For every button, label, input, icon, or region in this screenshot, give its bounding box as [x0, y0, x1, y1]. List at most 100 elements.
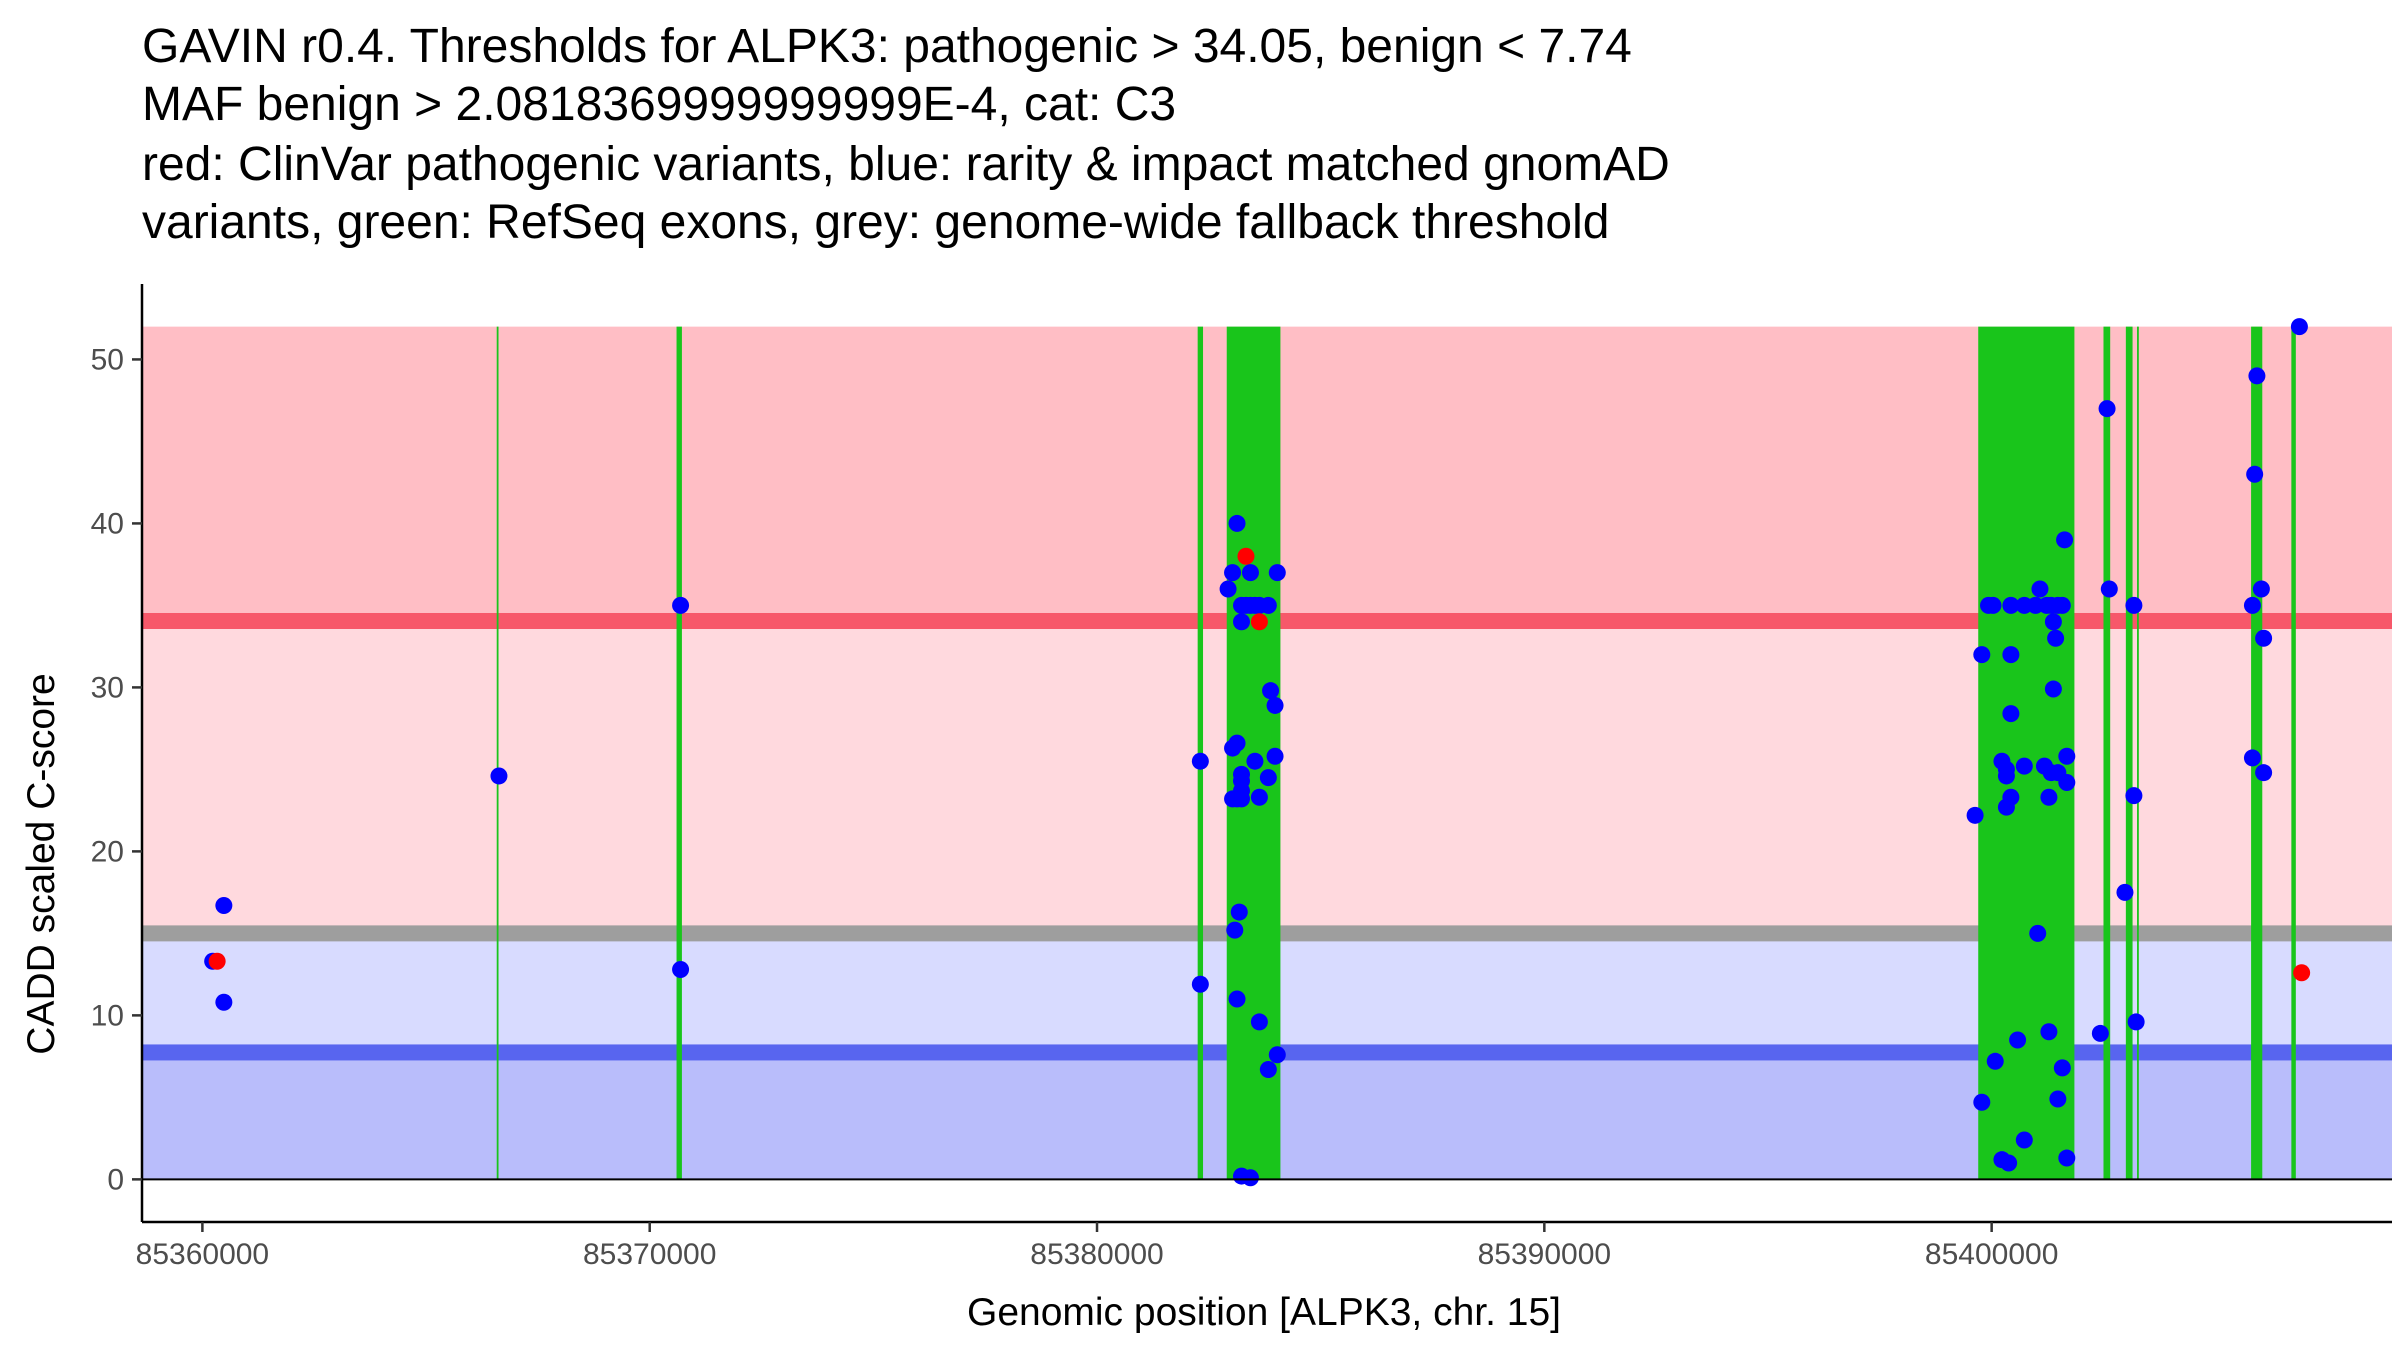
gnomad-point-12: [1228, 734, 1246, 752]
gnomad-point-18: [1233, 790, 1251, 808]
chart-title: GAVIN r0.4. Thresholds for ALPK3: pathog…: [142, 20, 1670, 249]
title-line-3: red: ClinVar pathogenic variants, blue: …: [142, 138, 1670, 191]
gnomad-point-66: [2053, 596, 2071, 614]
y-tick-label-30: 30: [91, 671, 124, 704]
gnomad-point-20: [1230, 903, 1248, 921]
gnomad-point-43: [1973, 646, 1991, 664]
title-line-4: variants, green: RefSeq exons, grey: gen…: [142, 196, 1609, 249]
gnomad-point-38: [1250, 788, 1268, 806]
gnomad-point-77: [2053, 1059, 2071, 1077]
gnomad-point-40: [1259, 1060, 1277, 1078]
gnomad-point-69: [2056, 531, 2074, 549]
gnomad-point-67: [2044, 613, 2062, 631]
y-axis-title: CADD scaled C-score: [20, 673, 63, 1054]
gnomad-point-88: [2125, 787, 2143, 805]
gnomad-point-91: [2248, 367, 2266, 385]
exon-4: [1978, 326, 2075, 1180]
gnomad-point-81: [2000, 1154, 2018, 1172]
gnomad-point-5: [672, 960, 690, 978]
gnomad-point-79: [2015, 1131, 2033, 1149]
gnomad-point-35: [1246, 752, 1264, 770]
clinvar-point-2: [1250, 613, 1268, 631]
exon-9: [2291, 326, 2296, 1180]
gnomad-point-34: [1266, 696, 1284, 714]
exon-1: [676, 326, 682, 1180]
clinvar-point-1: [1237, 547, 1255, 565]
gnomad-point-85: [2100, 580, 2118, 598]
clinvar-point-0: [208, 952, 226, 970]
gnomad-point-4: [672, 596, 690, 614]
gnomad-point-59: [2015, 757, 2033, 775]
gnomad-point-23: [1241, 1169, 1259, 1187]
exon-5: [2103, 326, 2111, 1180]
title-line-2: MAF benign > 2.0818369999999999E-4, cat:…: [142, 78, 1176, 131]
y-tick-label-40: 40: [91, 507, 124, 540]
gnomad-point-96: [2255, 764, 2273, 782]
gnomad-point-95: [2243, 749, 2261, 767]
gnomad-point-36: [1266, 747, 1284, 765]
gnomad-point-37: [1259, 769, 1277, 787]
gnomad-point-10: [1228, 514, 1246, 532]
gnomad-point-92: [2246, 465, 2264, 483]
gnomad-point-90: [2243, 596, 2261, 614]
gnomad-point-68: [2047, 629, 2065, 647]
gnomad-point-7: [1191, 975, 1209, 993]
x-tick-label-85400000: 85400000: [1925, 1238, 2058, 1271]
gnomad-point-39: [1250, 1013, 1268, 1031]
gnomad-point-83: [2091, 1024, 2109, 1042]
gnomad-point-58: [2009, 1031, 2027, 1049]
gnomad-point-8: [1219, 580, 1237, 598]
exon-6: [2125, 326, 2133, 1180]
title-line-1: GAVIN r0.4. Thresholds for ALPK3: pathog…: [142, 20, 1632, 73]
y-tick-label-50: 50: [91, 343, 124, 376]
gnomad-point-60: [2031, 580, 2049, 598]
y-tick-label-0: 0: [107, 1163, 124, 1196]
x-tick-label-85370000: 85370000: [583, 1238, 716, 1271]
gnomad-point-94: [2255, 629, 2273, 647]
gnomad-point-93: [2252, 580, 2270, 598]
gnomad-point-1: [215, 897, 233, 915]
gnomad-point-19: [1226, 921, 1244, 939]
y-tick-label-20: 20: [91, 835, 124, 868]
gnomad-point-32: [1268, 564, 1286, 582]
gnomad-point-46: [1984, 596, 2002, 614]
gnomad-point-62: [2029, 924, 2047, 942]
x-axis-title: Genomic position [ALPK3, chr. 15]: [967, 1291, 1561, 1334]
clinvar-point-3: [2293, 964, 2311, 982]
x-tick-label-85360000: 85360000: [136, 1238, 269, 1271]
gnomad-point-31: [1241, 564, 1259, 582]
gnomad-point-30: [1259, 596, 1277, 614]
gnomad-point-54: [1997, 798, 2015, 816]
variant-points: [204, 318, 2311, 1187]
gnomad-point-75: [2040, 788, 2058, 806]
gnomad-point-33: [1262, 682, 1280, 700]
gnomad-point-70: [2044, 680, 2062, 698]
gnomad-point-82: [2058, 1149, 2076, 1167]
axes: 0 10 20 30 40 50 85360000 85370000 85380000 85390…: [91, 284, 2392, 1271]
gnomad-point-84: [2098, 400, 2116, 418]
gnomad-point-51: [2002, 646, 2020, 664]
y-tick-label-10: 10: [91, 999, 124, 1032]
gnomad-point-97: [2290, 318, 2308, 336]
gnomad-point-87: [2125, 596, 2143, 614]
gnomad-point-74: [2058, 774, 2076, 792]
x-tick-label-85390000: 85390000: [1478, 1238, 1611, 1271]
gnomad-point-41: [1268, 1046, 1286, 1064]
gnomad-point-78: [2049, 1090, 2067, 1108]
gnomad-point-44: [1973, 1093, 1991, 1111]
exon-0: [496, 326, 499, 1180]
gnomad-point-3: [490, 767, 508, 785]
gnomad-point-76: [2040, 1023, 2058, 1041]
gnomad-point-25: [1233, 613, 1251, 631]
gnomad-point-52: [2002, 705, 2020, 723]
exon-7: [2137, 326, 2139, 1180]
gnomad-point-55: [2002, 596, 2020, 614]
gnomad-point-86: [2116, 883, 2134, 901]
gnomad-point-73: [2058, 747, 2076, 765]
gnomad-point-42: [1966, 806, 1984, 824]
exon-regions: [496, 326, 2296, 1180]
gnomad-point-2: [215, 993, 233, 1011]
gnomad-point-89: [2127, 1013, 2145, 1031]
gnomad-point-9: [1224, 564, 1242, 582]
